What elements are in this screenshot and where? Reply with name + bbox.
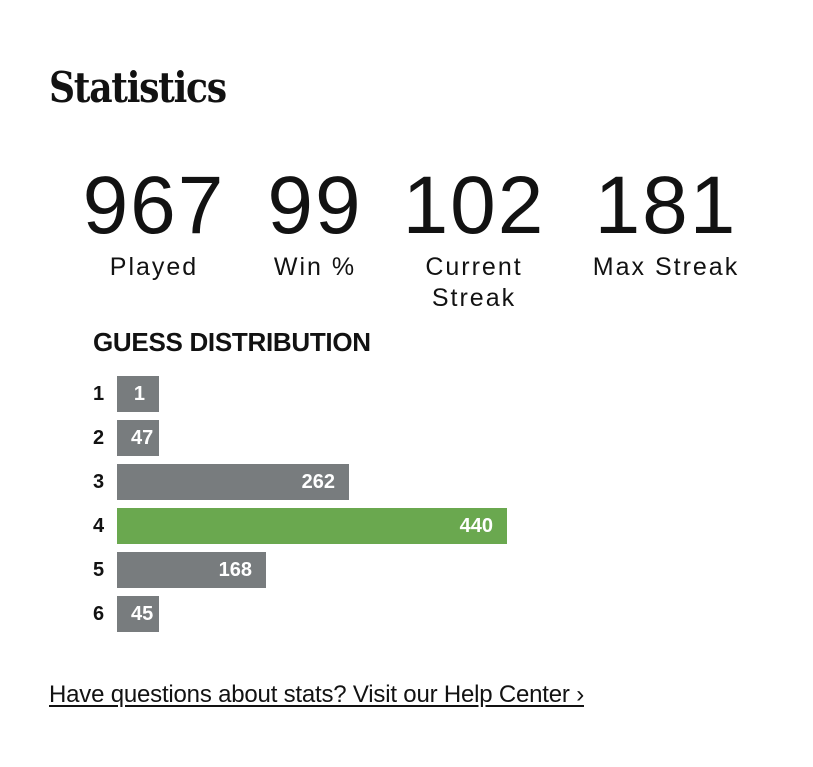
distribution-bar: 168 [117, 552, 266, 588]
stat-value: 967 [82, 160, 226, 251]
stats-summary: 967 Played 99 Win % 102 Current Streak 1… [70, 160, 760, 320]
distribution-bar: 1 [117, 376, 159, 412]
distribution-row: 2 47 [93, 420, 693, 456]
stat-label: Current Streak [425, 253, 523, 312]
guess-number: 4 [93, 515, 105, 537]
guess-number: 1 [93, 383, 105, 405]
stat-current-streak: 102 Current Streak [390, 160, 558, 314]
distribution-bar: 45 [117, 596, 159, 632]
distribution-row: 6 45 [93, 596, 693, 632]
guess-number: 3 [93, 471, 105, 493]
distribution-row: 4 440 [93, 508, 693, 544]
distribution-bar: 440 [117, 508, 507, 544]
distribution-bar: 262 [117, 464, 349, 500]
stat-label: Played [109, 253, 199, 281]
guess-distribution-chart: 1 1 2 47 3 262 4 440 5 168 6 45 [93, 376, 693, 640]
distribution-bar: 47 [117, 420, 159, 456]
stat-value: 181 [594, 160, 738, 251]
help-center-link[interactable]: Have questions about stats? Visit our He… [49, 681, 584, 708]
guess-number: 6 [93, 603, 105, 625]
stat-value: 99 [267, 160, 363, 251]
stat-played: 967 Played [70, 160, 238, 283]
stat-max-streak: 181 Max Streak [572, 160, 760, 283]
stat-value: 102 [402, 160, 546, 251]
distribution-row: 5 168 [93, 552, 693, 588]
stat-label: Max Streak [592, 253, 740, 281]
guess-number: 5 [93, 559, 105, 581]
stat-label: Win % [273, 253, 357, 281]
distribution-row: 3 262 [93, 464, 693, 500]
guess-number: 2 [93, 427, 105, 449]
page-title: Statistics [49, 63, 227, 112]
stat-win-percent: 99 Win % [250, 160, 380, 283]
guess-distribution-heading: GUESS DISTRIBUTION [93, 327, 371, 357]
